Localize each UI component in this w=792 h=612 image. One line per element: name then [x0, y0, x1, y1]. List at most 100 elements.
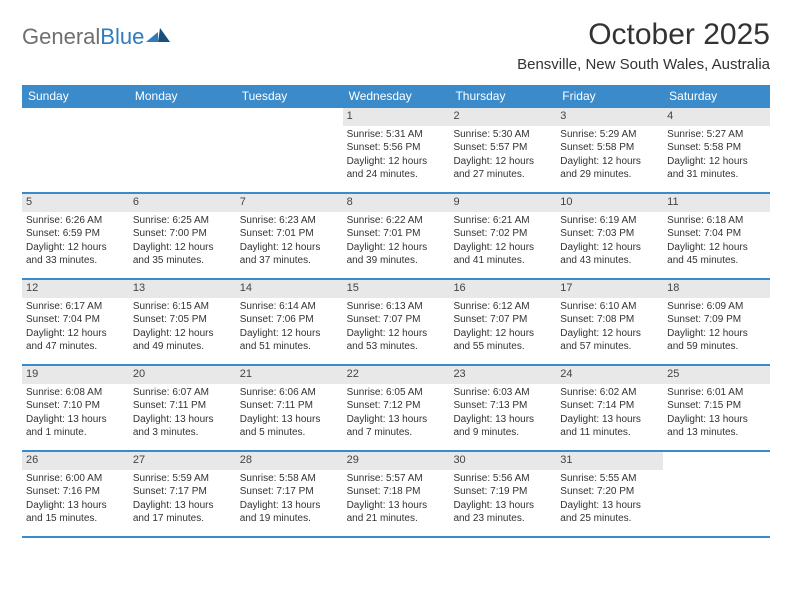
- page-header: GeneralBlue October 2025 Bensville, New …: [22, 18, 770, 79]
- day-detail-line: Sunrise: 6:23 AM: [240, 215, 339, 228]
- day-number: 6: [129, 194, 236, 212]
- day-detail-line: and 1 minute.: [26, 427, 125, 440]
- day-cell: 22Sunrise: 6:05 AMSunset: 7:12 PMDayligh…: [343, 366, 450, 450]
- day-detail-line: Sunrise: 5:27 AM: [667, 129, 766, 142]
- day-detail-line: Daylight: 12 hours: [347, 156, 446, 169]
- day-detail-line: Sunrise: 6:10 AM: [560, 301, 659, 314]
- day-detail-line: and 11 minutes.: [560, 427, 659, 440]
- day-detail-line: and 45 minutes.: [667, 255, 766, 268]
- month-title: October 2025: [517, 18, 770, 52]
- day-number: 3: [556, 108, 663, 126]
- day-cell: 12Sunrise: 6:17 AMSunset: 7:04 PMDayligh…: [22, 280, 129, 364]
- day-detail-line: Sunrise: 6:00 AM: [26, 473, 125, 486]
- day-detail-line: Daylight: 13 hours: [133, 500, 232, 513]
- day-detail-line: Sunset: 7:19 PM: [453, 486, 552, 499]
- day-detail-line: Daylight: 12 hours: [240, 328, 339, 341]
- day-number: 29: [343, 452, 450, 470]
- day-detail-line: and 3 minutes.: [133, 427, 232, 440]
- day-detail-line: Sunset: 7:01 PM: [347, 228, 446, 241]
- day-cell: 28Sunrise: 5:58 AMSunset: 7:17 PMDayligh…: [236, 452, 343, 536]
- day-number: 8: [343, 194, 450, 212]
- day-detail-line: Sunrise: 6:13 AM: [347, 301, 446, 314]
- day-cell: 23Sunrise: 6:03 AMSunset: 7:13 PMDayligh…: [449, 366, 556, 450]
- day-detail-line: Sunrise: 6:15 AM: [133, 301, 232, 314]
- day-detail-line: Daylight: 13 hours: [560, 500, 659, 513]
- day-detail-line: and 47 minutes.: [26, 341, 125, 354]
- day-detail-line: and 27 minutes.: [453, 169, 552, 182]
- day-cell: 31Sunrise: 5:55 AMSunset: 7:20 PMDayligh…: [556, 452, 663, 536]
- week-row: 19Sunrise: 6:08 AMSunset: 7:10 PMDayligh…: [22, 366, 770, 452]
- day-detail-line: and 23 minutes.: [453, 513, 552, 526]
- week-row: 26Sunrise: 6:00 AMSunset: 7:16 PMDayligh…: [22, 452, 770, 538]
- day-number: 18: [663, 280, 770, 298]
- calendar-grid: SundayMondayTuesdayWednesdayThursdayFrid…: [22, 85, 770, 538]
- day-cell: 15Sunrise: 6:13 AMSunset: 7:07 PMDayligh…: [343, 280, 450, 364]
- day-cell: [236, 108, 343, 192]
- day-detail-line: Sunrise: 5:31 AM: [347, 129, 446, 142]
- day-detail-line: Sunrise: 6:09 AM: [667, 301, 766, 314]
- day-detail-line: Daylight: 12 hours: [667, 242, 766, 255]
- day-detail-line: Sunset: 7:04 PM: [667, 228, 766, 241]
- day-number: 2: [449, 108, 556, 126]
- day-detail-line: Daylight: 12 hours: [347, 242, 446, 255]
- day-detail-line: Daylight: 12 hours: [453, 242, 552, 255]
- day-detail-line: Sunset: 7:15 PM: [667, 400, 766, 413]
- day-detail-line: Sunset: 5:58 PM: [560, 142, 659, 155]
- day-header-wednesday: Wednesday: [343, 85, 450, 108]
- day-detail-line: Sunset: 7:10 PM: [26, 400, 125, 413]
- day-cell: 4Sunrise: 5:27 AMSunset: 5:58 PMDaylight…: [663, 108, 770, 192]
- day-detail-line: and 57 minutes.: [560, 341, 659, 354]
- day-detail-line: Daylight: 13 hours: [133, 414, 232, 427]
- day-detail-line: Sunrise: 6:02 AM: [560, 387, 659, 400]
- day-cell: 29Sunrise: 5:57 AMSunset: 7:18 PMDayligh…: [343, 452, 450, 536]
- day-detail-line: Sunrise: 6:06 AM: [240, 387, 339, 400]
- day-detail-line: Daylight: 12 hours: [26, 328, 125, 341]
- day-detail-line: and 53 minutes.: [347, 341, 446, 354]
- day-detail-line: Sunrise: 6:07 AM: [133, 387, 232, 400]
- day-detail-line: Sunset: 7:12 PM: [347, 400, 446, 413]
- title-block: October 2025 Bensville, New South Wales,…: [517, 18, 770, 79]
- day-cell: 11Sunrise: 6:18 AMSunset: 7:04 PMDayligh…: [663, 194, 770, 278]
- day-detail-line: Sunrise: 6:14 AM: [240, 301, 339, 314]
- day-detail-line: Sunset: 7:02 PM: [453, 228, 552, 241]
- day-detail-line: Sunrise: 5:58 AM: [240, 473, 339, 486]
- day-cell: 1Sunrise: 5:31 AMSunset: 5:56 PMDaylight…: [343, 108, 450, 192]
- day-detail-line: Daylight: 12 hours: [667, 328, 766, 341]
- day-detail-line: Daylight: 12 hours: [560, 242, 659, 255]
- day-number: 22: [343, 366, 450, 384]
- day-detail-line: and 29 minutes.: [560, 169, 659, 182]
- day-detail-line: and 41 minutes.: [453, 255, 552, 268]
- day-detail-line: Sunset: 7:07 PM: [453, 314, 552, 327]
- day-detail-line: and 31 minutes.: [667, 169, 766, 182]
- day-detail-line: and 21 minutes.: [347, 513, 446, 526]
- day-detail-line: Sunrise: 6:25 AM: [133, 215, 232, 228]
- day-cell: [129, 108, 236, 192]
- brand-logo: GeneralBlue: [22, 24, 172, 50]
- day-cell: 25Sunrise: 6:01 AMSunset: 7:15 PMDayligh…: [663, 366, 770, 450]
- day-detail-line: and 24 minutes.: [347, 169, 446, 182]
- day-cell: 6Sunrise: 6:25 AMSunset: 7:00 PMDaylight…: [129, 194, 236, 278]
- day-detail-line: Daylight: 13 hours: [560, 414, 659, 427]
- day-number: 19: [22, 366, 129, 384]
- day-cell: [663, 452, 770, 536]
- day-detail-line: Sunrise: 6:03 AM: [453, 387, 552, 400]
- day-cell: 19Sunrise: 6:08 AMSunset: 7:10 PMDayligh…: [22, 366, 129, 450]
- day-detail-line: and 35 minutes.: [133, 255, 232, 268]
- day-detail-line: and 13 minutes.: [667, 427, 766, 440]
- day-number: 23: [449, 366, 556, 384]
- day-detail-line: Sunset: 7:18 PM: [347, 486, 446, 499]
- day-number: 7: [236, 194, 343, 212]
- day-cell: 5Sunrise: 6:26 AMSunset: 6:59 PMDaylight…: [22, 194, 129, 278]
- day-detail-line: Sunrise: 6:01 AM: [667, 387, 766, 400]
- week-row: 1Sunrise: 5:31 AMSunset: 5:56 PMDaylight…: [22, 108, 770, 194]
- day-detail-line: Daylight: 12 hours: [453, 156, 552, 169]
- day-detail-line: and 15 minutes.: [26, 513, 125, 526]
- day-detail-line: and 59 minutes.: [667, 341, 766, 354]
- day-detail-line: and 51 minutes.: [240, 341, 339, 354]
- day-detail-line: and 7 minutes.: [347, 427, 446, 440]
- day-detail-line: Sunset: 7:11 PM: [240, 400, 339, 413]
- day-detail-line: Sunrise: 6:05 AM: [347, 387, 446, 400]
- day-detail-line: Sunset: 7:11 PM: [133, 400, 232, 413]
- day-number: 13: [129, 280, 236, 298]
- day-number: 28: [236, 452, 343, 470]
